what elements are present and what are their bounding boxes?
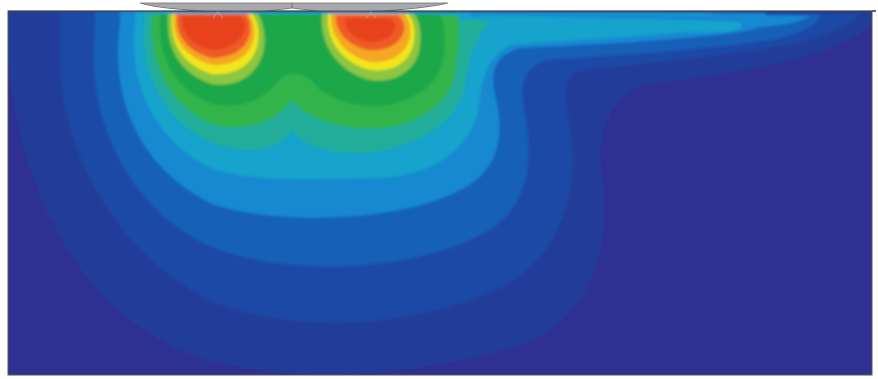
domain-frame (7, 10, 873, 376)
surface-streak-cyan (480, 15, 742, 33)
right-contact-marker (365, 11, 377, 19)
left-contact-marker (212, 11, 224, 19)
band-red-right (345, 18, 396, 42)
left-indenter (139, 2, 293, 12)
band-red-left (182, 16, 246, 50)
right-indenter (291, 2, 449, 12)
